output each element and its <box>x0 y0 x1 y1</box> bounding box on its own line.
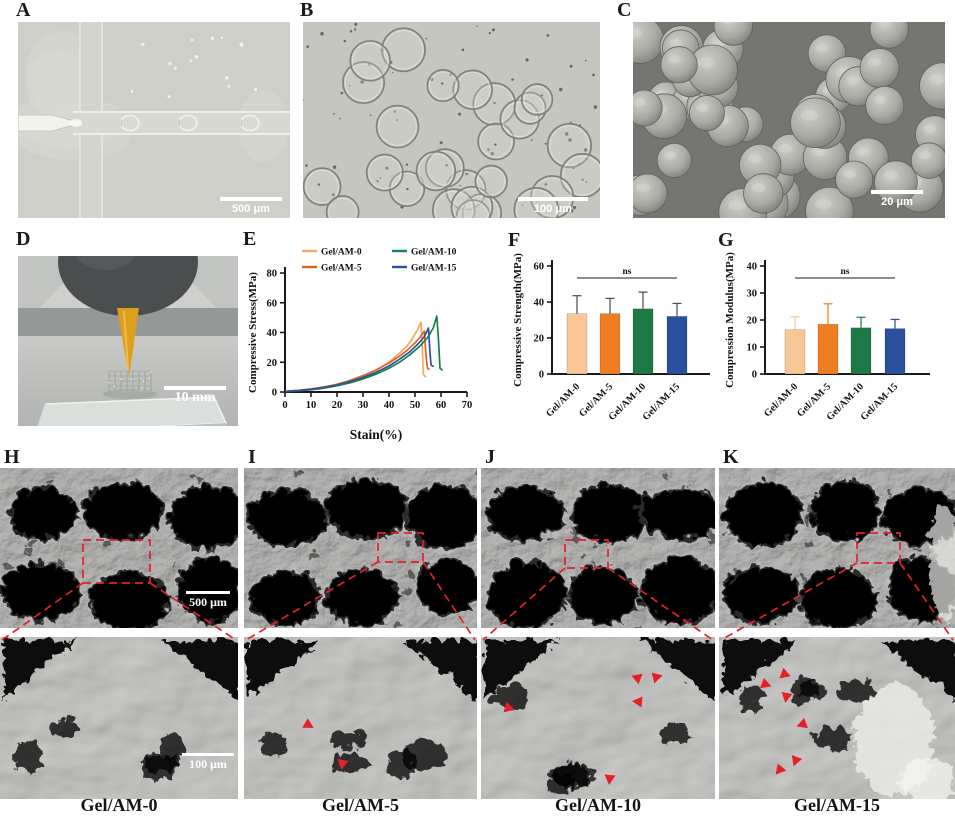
panel-k-label: K <box>723 446 739 468</box>
panel-h-sem-high-mag <box>0 637 238 799</box>
svg-text:Stain(%): Stain(%) <box>350 427 403 442</box>
caption-gel-am-5: Gel/AM-5 <box>322 795 399 815</box>
panel-d-photo-printing: 10 mm <box>18 256 238 426</box>
svg-text:Gel/AM-0: Gel/AM-0 <box>762 381 800 419</box>
scale-bar-label: 20 μm <box>881 196 913 208</box>
panel-d-label: D <box>16 228 31 250</box>
panel-b-label: B <box>300 0 314 21</box>
svg-text:Compressive Strength(MPa): Compressive Strength(MPa) <box>512 253 524 387</box>
panel-f-label: F <box>508 229 521 251</box>
panel-c-scale-bar: 20 μm <box>871 190 923 208</box>
svg-text:40: 40 <box>534 298 545 309</box>
svg-text:40: 40 <box>747 262 758 273</box>
svg-text:50: 50 <box>410 400 421 411</box>
chart-compressive-stress-strain: 0 10 20 30 40 50 60 70 0 20 40 60 80 Stain(%) Compress… <box>246 238 480 444</box>
svg-text:20: 20 <box>332 400 343 411</box>
panel-a-label: A <box>16 0 31 21</box>
svg-text:Compression Modulus(MPa): Compression Modulus(MPa) <box>724 252 736 388</box>
scale-bar-label: 500 μm <box>189 595 227 609</box>
svg-text:0: 0 <box>752 370 757 381</box>
svg-text:80: 80 <box>267 269 278 280</box>
svg-text:0: 0 <box>282 400 287 411</box>
svg-text:20: 20 <box>534 334 545 345</box>
panel-a-scale-bar: 500 μm <box>220 197 282 215</box>
svg-text:20: 20 <box>267 358 278 369</box>
svg-text:60: 60 <box>436 400 447 411</box>
scale-bar-label: 100 μm <box>189 757 227 771</box>
scale-bar-line <box>518 197 588 201</box>
svg-text:Gel/AM-5: Gel/AM-5 <box>321 264 362 274</box>
scale-bar-line <box>186 591 230 594</box>
panel-j-sem-low-mag <box>481 468 715 628</box>
panel-h-column: H 500 μm 100 μm Gel/AM-0 <box>0 447 238 823</box>
svg-text:40: 40 <box>384 400 395 411</box>
caption-gel-am-15: Gel/AM-15 <box>794 795 880 815</box>
svg-text:Compressive Stress(MPa): Compressive Stress(MPa) <box>247 272 259 393</box>
scale-bar-line <box>182 753 234 756</box>
panel-k-column: K Gel/AM-15 <box>719 447 955 823</box>
scale-bar-line <box>220 197 282 201</box>
svg-text:60: 60 <box>267 298 278 309</box>
svg-text:Gel/AM-15: Gel/AM-15 <box>411 264 457 274</box>
panel-a-micrograph: 500 μm <box>18 22 290 218</box>
svg-text:Gel/AM-0: Gel/AM-0 <box>544 381 582 419</box>
panel-b-scale-bar: 100 μm <box>518 197 588 215</box>
panel-k-sem-low-mag <box>719 468 955 628</box>
panel-j-column: J Gel/AM-10 <box>481 447 715 823</box>
svg-text:70: 70 <box>462 400 473 411</box>
scale-bar-line <box>164 386 226 390</box>
svg-text:60: 60 <box>534 262 545 273</box>
panel-i-label: I <box>248 446 256 468</box>
chart-compressive-strength: 0 20 40 60 Gel/AM-0 Gel/AM-5 Gel/AM-10 Gel/AM-1… <box>510 238 725 448</box>
panel-c-label: C <box>617 0 632 21</box>
scale-bar-label: 100 μm <box>534 203 572 215</box>
panel-b-micrograph: 100 μm <box>303 22 600 218</box>
svg-text:0: 0 <box>539 370 544 381</box>
panel-i-column: I Gel/AM-5 <box>244 447 477 823</box>
panel-e-label: E <box>243 228 257 250</box>
svg-text:ns: ns <box>623 267 632 277</box>
caption-gel-am-10: Gel/AM-10 <box>555 795 641 815</box>
svg-text:30: 30 <box>358 400 369 411</box>
caption-gel-am-0: Gel/AM-0 <box>80 795 158 815</box>
panel-i-sem-low-mag <box>244 468 477 628</box>
svg-text:10: 10 <box>306 400 317 411</box>
panel-c-sem-microspheres: 20 μm <box>633 22 945 218</box>
svg-text:Gel/AM-10: Gel/AM-10 <box>411 248 457 258</box>
scale-bar-label: 500 μm <box>232 203 270 215</box>
svg-text:40: 40 <box>267 328 278 339</box>
svg-text:20: 20 <box>747 316 758 327</box>
svg-text:30: 30 <box>747 289 758 300</box>
panel-k-sem-high-mag <box>719 637 955 799</box>
panel-d-scale-bar: 10 mm <box>164 386 226 405</box>
svg-text:Gel/AM-15: Gel/AM-15 <box>859 381 901 423</box>
scale-bar-line <box>871 190 923 194</box>
svg-text:ns: ns <box>841 267 850 277</box>
chart-compression-modulus: 0 10 20 30 40 Gel/AM-0 Gel/AM-5 Gel/AM-10 Gel/AM… <box>722 238 945 448</box>
svg-text:Gel/AM-15: Gel/AM-15 <box>641 381 683 423</box>
panel-g-label: G <box>718 229 734 251</box>
panel-j-sem-high-mag <box>481 637 715 799</box>
panel-i-sem-high-mag <box>244 637 477 799</box>
svg-text:0: 0 <box>272 388 277 399</box>
scale-bar-label: 10 mm <box>174 390 216 405</box>
svg-text:Gel/AM-0: Gel/AM-0 <box>321 248 362 258</box>
svg-text:10: 10 <box>747 343 758 354</box>
panel-h-scale-bar-top: 500 μm <box>186 591 230 608</box>
panel-j-label: J <box>485 446 495 468</box>
panel-h-scale-bar-bottom: 100 μm <box>182 753 234 770</box>
panel-h-label: H <box>4 446 20 468</box>
